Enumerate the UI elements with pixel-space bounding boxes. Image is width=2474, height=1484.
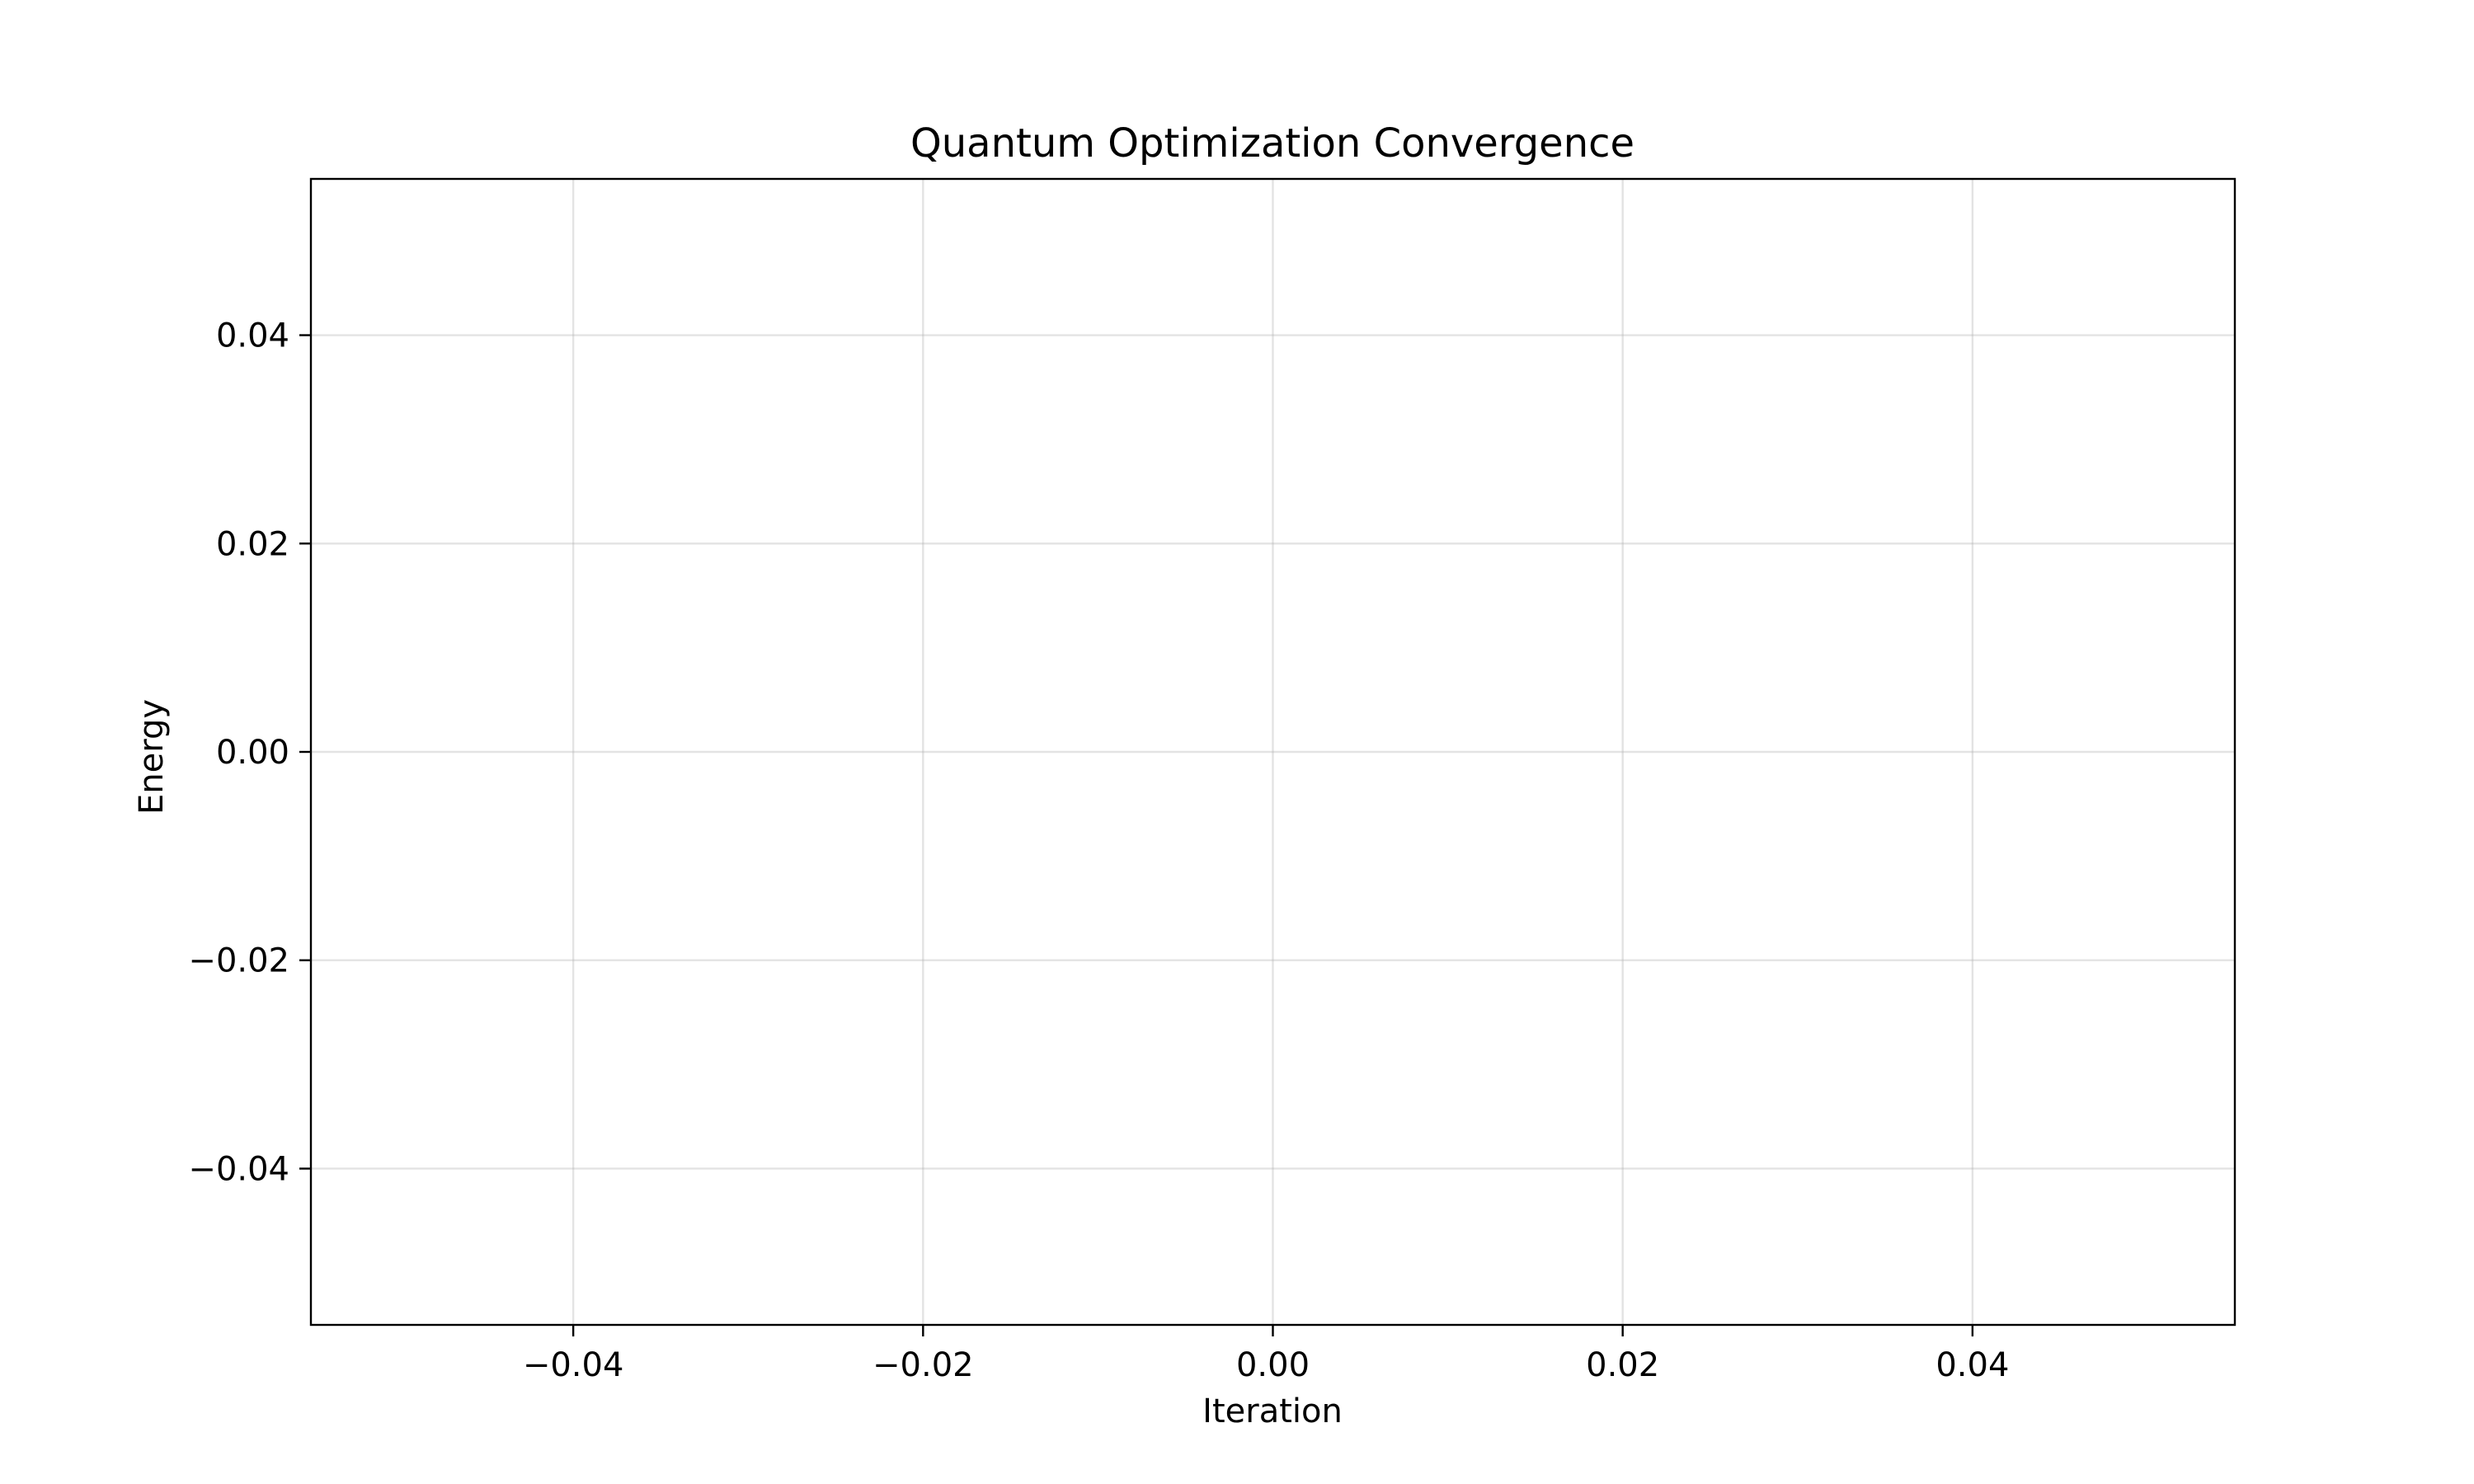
- y-tick-label: −0.02: [188, 942, 289, 980]
- y-axis-label: Energy: [133, 699, 171, 815]
- x-axis: −0.04 −0.02 0.00 0.02 0.04: [523, 1325, 2009, 1384]
- x-tick-label: 0.02: [1586, 1346, 1659, 1384]
- y-tick-label: −0.04: [188, 1150, 289, 1188]
- x-grid: [571, 179, 1974, 1325]
- x-tick-label: 0.00: [1236, 1346, 1310, 1384]
- y-axis: −0.04 −0.02 0.00 0.02 0.04: [188, 317, 311, 1188]
- chart-title: Quantum Optimization Convergence: [910, 120, 1634, 167]
- y-tick-label: 0.02: [216, 525, 289, 563]
- x-tick-label: −0.04: [523, 1346, 624, 1384]
- x-tick-label: 0.04: [1935, 1346, 2009, 1384]
- y-tick-label: 0.04: [216, 317, 289, 355]
- x-tick-label: −0.02: [872, 1346, 974, 1384]
- y-grid: [311, 334, 2235, 1170]
- x-axis-label: Iteration: [1202, 1392, 1343, 1430]
- y-tick-label: 0.00: [216, 734, 289, 772]
